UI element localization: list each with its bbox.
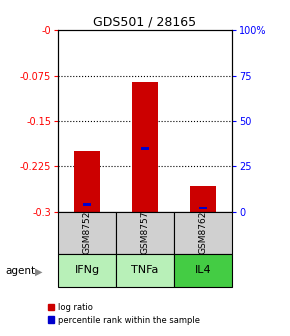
Text: agent: agent — [6, 266, 36, 277]
FancyBboxPatch shape — [174, 254, 232, 287]
Bar — [83, 203, 91, 206]
Text: TNFa: TNFa — [131, 265, 159, 276]
Text: GSM8762: GSM8762 — [198, 211, 208, 254]
Text: GDS501 / 28165: GDS501 / 28165 — [93, 15, 197, 28]
Text: IL4: IL4 — [195, 265, 211, 276]
FancyBboxPatch shape — [116, 254, 174, 287]
Legend: log ratio, percentile rank within the sample: log ratio, percentile rank within the sa… — [48, 303, 200, 325]
FancyBboxPatch shape — [174, 212, 232, 254]
FancyBboxPatch shape — [58, 212, 116, 254]
Bar — [199, 207, 207, 209]
Bar — [141, 147, 149, 150]
Text: ▶: ▶ — [35, 266, 43, 277]
Text: GSM8757: GSM8757 — [140, 211, 150, 254]
FancyBboxPatch shape — [58, 254, 116, 287]
Bar — [132, 82, 158, 212]
FancyBboxPatch shape — [116, 212, 174, 254]
Text: IFNg: IFNg — [75, 265, 99, 276]
Bar — [190, 186, 216, 212]
Text: GSM8752: GSM8752 — [82, 211, 92, 254]
Bar — [74, 151, 100, 212]
